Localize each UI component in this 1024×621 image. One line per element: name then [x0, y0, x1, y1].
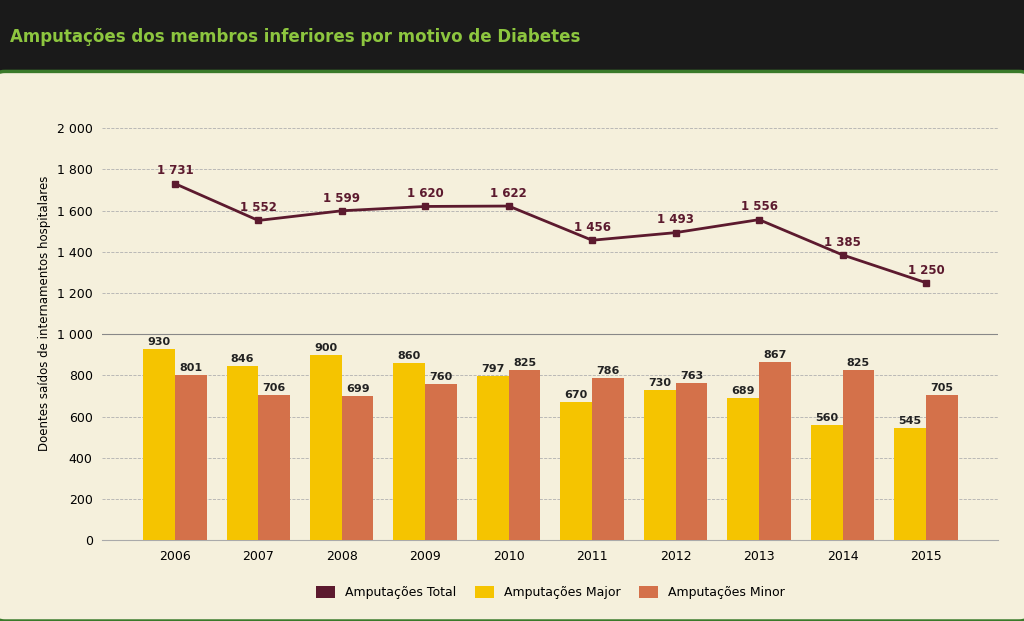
Text: 825: 825	[513, 358, 537, 368]
Text: 1 622: 1 622	[490, 187, 527, 200]
Bar	[226, 366, 258, 540]
Text: 1 385: 1 385	[824, 236, 861, 248]
Text: 1 552: 1 552	[240, 201, 276, 214]
Bar	[258, 395, 290, 540]
Y-axis label: Doentes saídos de internamentos hospitalares: Doentes saídos de internamentos hospital…	[38, 176, 51, 451]
Text: 1 250: 1 250	[907, 263, 944, 276]
Bar	[759, 361, 791, 540]
Text: 786: 786	[596, 366, 620, 376]
Bar	[592, 378, 624, 540]
Text: 760: 760	[429, 371, 453, 381]
Text: 705: 705	[931, 383, 953, 393]
Text: 670: 670	[564, 390, 588, 400]
Text: 900: 900	[314, 343, 338, 353]
Text: 699: 699	[346, 384, 370, 394]
Text: 560: 560	[815, 413, 839, 423]
Legend: Amputações Total, Amputações Major, Amputações Minor: Amputações Total, Amputações Major, Ampu…	[311, 581, 790, 604]
Text: 825: 825	[847, 358, 870, 368]
Text: 706: 706	[262, 383, 286, 392]
Text: 801: 801	[179, 363, 203, 373]
Bar	[926, 395, 957, 540]
Text: 860: 860	[397, 351, 421, 361]
Bar	[644, 390, 676, 540]
Text: 730: 730	[648, 378, 671, 388]
Text: 1 731: 1 731	[157, 165, 194, 178]
Bar	[342, 396, 374, 540]
Text: 763: 763	[680, 371, 703, 381]
Text: 1 456: 1 456	[573, 221, 610, 234]
Bar	[676, 383, 708, 540]
Bar	[509, 370, 541, 540]
Bar	[143, 348, 175, 540]
Text: 797: 797	[481, 364, 505, 374]
Bar	[811, 425, 843, 540]
Bar	[393, 363, 425, 540]
Text: 545: 545	[898, 416, 922, 426]
Bar	[175, 375, 207, 540]
Text: 1 599: 1 599	[324, 192, 360, 204]
Bar	[894, 428, 926, 540]
Bar	[425, 384, 457, 540]
Text: 867: 867	[763, 350, 786, 360]
Bar	[560, 402, 592, 540]
Bar	[477, 376, 509, 540]
Bar	[727, 398, 759, 540]
Text: 846: 846	[230, 354, 254, 364]
Text: 1 556: 1 556	[740, 201, 777, 214]
Text: 930: 930	[147, 337, 171, 347]
Text: 1 620: 1 620	[407, 188, 443, 200]
Text: 689: 689	[731, 386, 755, 396]
Bar	[843, 370, 874, 540]
Text: Amputações dos membros inferiores por motivo de Diabetes: Amputações dos membros inferiores por mo…	[10, 29, 581, 46]
Text: 1 493: 1 493	[657, 214, 694, 227]
Bar	[310, 355, 342, 540]
